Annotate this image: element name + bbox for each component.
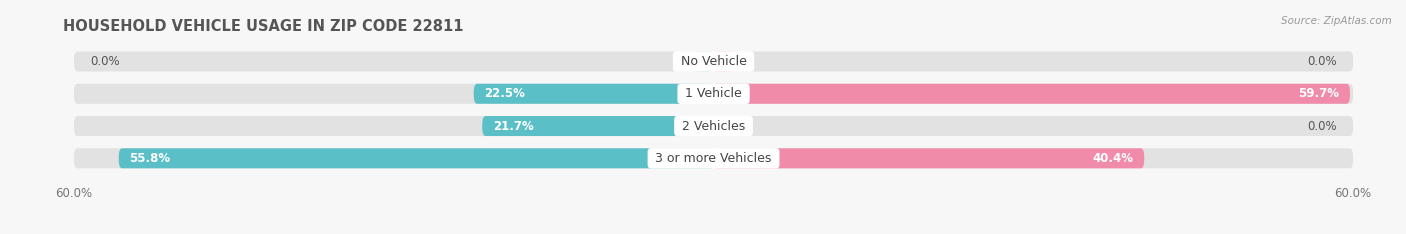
FancyBboxPatch shape [75, 116, 1353, 136]
Text: HOUSEHOLD VEHICLE USAGE IN ZIP CODE 22811: HOUSEHOLD VEHICLE USAGE IN ZIP CODE 2281… [63, 19, 464, 34]
Text: 40.4%: 40.4% [1092, 152, 1133, 165]
FancyBboxPatch shape [692, 51, 713, 72]
Text: No Vehicle: No Vehicle [676, 55, 751, 68]
Text: 22.5%: 22.5% [484, 87, 526, 100]
Text: 21.7%: 21.7% [494, 120, 534, 132]
Text: 59.7%: 59.7% [1298, 87, 1340, 100]
Text: 2 Vehicles: 2 Vehicles [678, 120, 749, 132]
Text: 1 Vehicle: 1 Vehicle [681, 87, 747, 100]
Text: 3 or more Vehicles: 3 or more Vehicles [651, 152, 776, 165]
FancyBboxPatch shape [118, 148, 713, 168]
Text: 55.8%: 55.8% [129, 152, 170, 165]
Text: Source: ZipAtlas.com: Source: ZipAtlas.com [1281, 16, 1392, 26]
FancyBboxPatch shape [75, 148, 1353, 168]
FancyBboxPatch shape [713, 116, 735, 136]
FancyBboxPatch shape [713, 84, 1350, 104]
FancyBboxPatch shape [75, 84, 1353, 104]
Text: 0.0%: 0.0% [90, 55, 120, 68]
Legend: Owner-occupied, Renter-occupied: Owner-occupied, Renter-occupied [582, 230, 845, 234]
FancyBboxPatch shape [75, 51, 1353, 72]
FancyBboxPatch shape [482, 116, 713, 136]
Text: 0.0%: 0.0% [1308, 55, 1337, 68]
Text: 0.0%: 0.0% [1308, 120, 1337, 132]
FancyBboxPatch shape [474, 84, 713, 104]
FancyBboxPatch shape [713, 148, 1144, 168]
FancyBboxPatch shape [713, 51, 735, 72]
